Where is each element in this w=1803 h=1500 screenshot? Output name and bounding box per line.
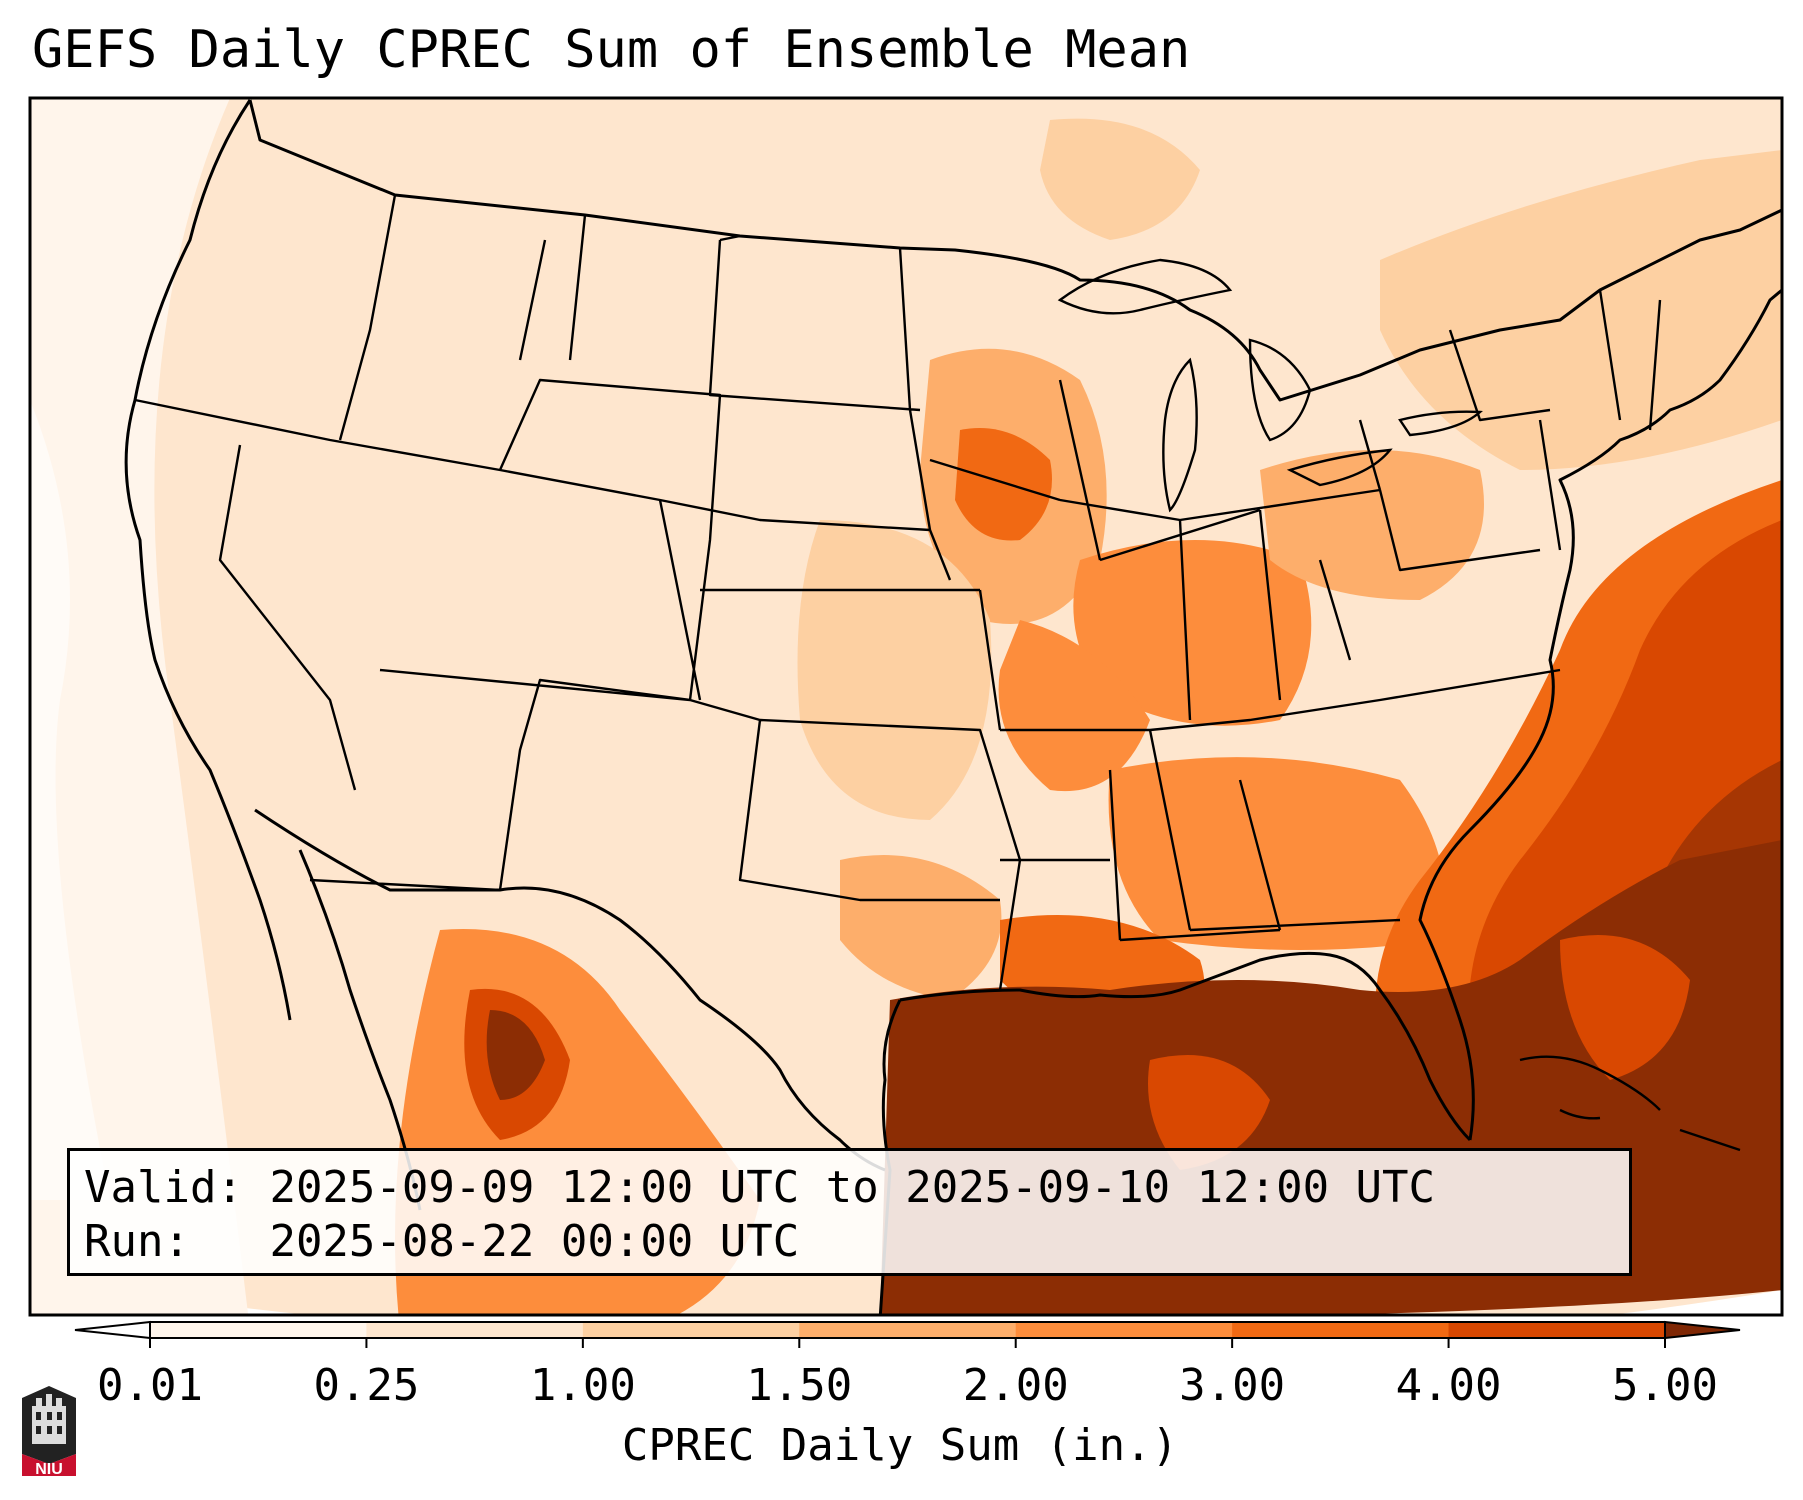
lake-ontario <box>1398 410 1483 437</box>
valid-label: Valid: <box>84 1162 243 1213</box>
run-value: 2025-08-22 00:00 UTC <box>269 1216 800 1267</box>
precip-southeast <box>1108 757 1445 950</box>
colorbar-tick-label: 0.01 <box>97 1360 203 1411</box>
valid-value: 2025-09-09 12:00 UTC to 2025-09-10 12:00… <box>269 1162 1436 1213</box>
map-title: GEFS Daily CPREC Sum of Ensemble Mean <box>32 20 1191 80</box>
canada-border <box>248 99 1782 402</box>
colorbar-tick-label: 1.00 <box>529 1360 636 1411</box>
niu-logo-icon: NIU <box>22 1386 76 1478</box>
info-box: Valid: 2025-09-09 12:00 UTC to 2025-09-1… <box>67 1148 1632 1276</box>
east-coast <box>1418 288 1782 1141</box>
lake-superior <box>1057 258 1233 315</box>
lake-michigan <box>1162 357 1198 513</box>
west-coast <box>124 99 292 1021</box>
map-frame <box>28 96 1784 1317</box>
colorbar-tick-label: 4.00 <box>1395 1360 1502 1411</box>
run-label: Run: <box>84 1216 190 1267</box>
state-borders <box>134 194 1662 991</box>
lake-huron <box>1248 338 1312 442</box>
colorbar-label: CPREC Daily Sum (in.) <box>621 1420 1179 1471</box>
mexico-border <box>254 808 886 1172</box>
colorbar-tick-label: 2.00 <box>962 1360 1069 1411</box>
colorbar-tick-label: 3.00 <box>1179 1360 1286 1411</box>
colorbar-tick-label: 0.25 <box>313 1360 420 1411</box>
logo-text: NIU <box>35 1461 63 1478</box>
colorbar-tick-label: 1.50 <box>746 1360 853 1411</box>
precip-pacific <box>30 98 249 1315</box>
lake-erie <box>1286 448 1393 487</box>
colorbar-tick-label: 5.00 <box>1612 1360 1718 1411</box>
